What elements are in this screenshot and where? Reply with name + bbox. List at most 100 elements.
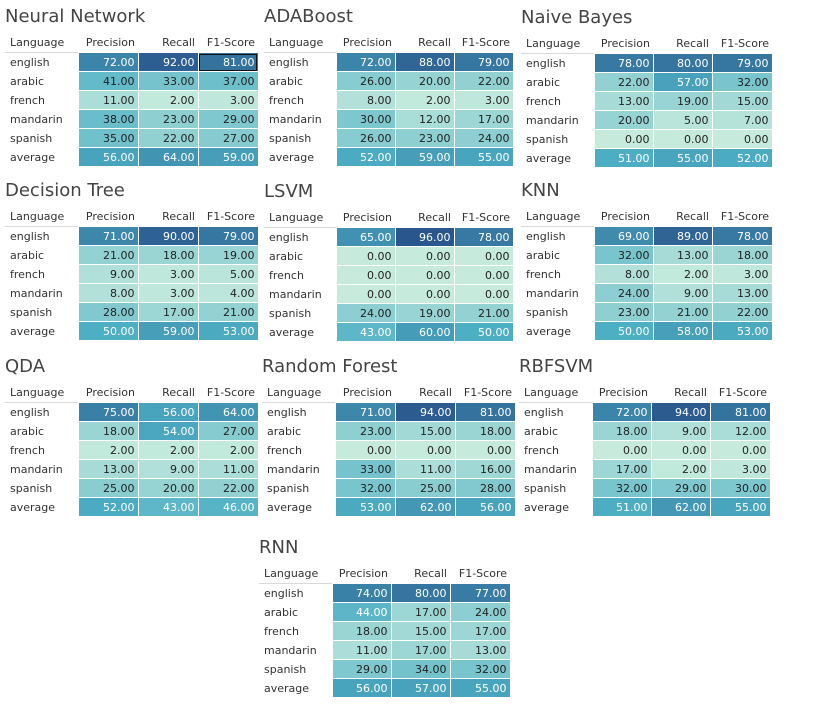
panel-random-forest: Random Forest Language Precision Recall F1-S… — [262, 356, 516, 517]
heat-cell-recall: 29.00 — [650, 478, 711, 498]
heat-cell-f1-score: 81.00 — [454, 402, 516, 422]
row-label-spanish: spanish — [5, 478, 78, 498]
heat-cell-precision: 30.00 — [335, 109, 396, 129]
heat-cell-precision: 23.00 — [593, 302, 654, 322]
heat-cell-recall: 11.00 — [394, 459, 456, 479]
table-row: spanish 23.00 21.00 22.00 — [521, 302, 773, 322]
heat-cell-recall: 5.00 — [652, 110, 713, 130]
row-label-french: french — [519, 440, 592, 460]
column-header-recall: Recall — [162, 385, 195, 399]
heat-cell-f1-score: 3.00 — [453, 90, 514, 110]
heat-cell-precision: 24.00 — [593, 283, 654, 303]
table-row: spanish 24.00 19.00 21.00 — [264, 303, 514, 323]
panel-title: RBFSVM — [519, 356, 594, 377]
heat-cell-precision: 0.00 — [334, 440, 396, 460]
heatmap-table: Language Precision Recall F1-Score english 72… — [519, 382, 771, 517]
table-row: english 74.00 80.00 77.00 — [259, 583, 511, 603]
heat-cell-recall: 9.00 — [137, 459, 199, 479]
table-row: spanish 29.00 34.00 32.00 — [259, 659, 511, 679]
row-label-english: english — [5, 402, 78, 422]
heat-cell-recall: 96.00 — [394, 227, 455, 247]
heat-cell-precision: 24.00 — [335, 303, 396, 323]
row-label-mandarin: mandarin — [521, 283, 594, 303]
heat-cell-recall: 0.00 — [394, 265, 455, 285]
heat-cell-precision: 41.00 — [77, 71, 139, 91]
table-row: arabic 44.00 17.00 24.00 — [259, 602, 511, 622]
heat-cell-precision: 13.00 — [593, 91, 654, 111]
heat-cell-recall: 18.00 — [137, 245, 199, 265]
heat-cell-recall: 19.00 — [394, 303, 455, 323]
row-label-arabic: arabic — [259, 602, 332, 622]
table-row: arabic 41.00 33.00 37.00 — [5, 71, 259, 91]
heat-cell-f1-score: 5.00 — [197, 264, 259, 284]
heat-cell-recall: 62.00 — [650, 497, 711, 517]
row-label-arabic: arabic — [519, 421, 592, 441]
heat-cell-f1-score: 21.00 — [453, 303, 514, 323]
heat-cell-f1-score: 46.00 — [197, 497, 259, 517]
column-header-f1-score: F1-Score — [461, 210, 510, 224]
table-row: french 2.00 2.00 2.00 — [5, 440, 259, 460]
heatmap-table: Language Precision Recall F1-Score english 71… — [5, 206, 259, 341]
heat-cell-precision: 22.00 — [593, 72, 654, 92]
heat-cell-precision: 50.00 — [593, 321, 654, 341]
row-label-french: french — [5, 90, 78, 110]
heat-cell-f1-score: 55.00 — [709, 497, 771, 517]
row-label-arabic: arabic — [5, 421, 78, 441]
heat-cell-recall: 13.00 — [652, 245, 713, 265]
heat-cell-recall: 3.00 — [137, 264, 199, 284]
heat-cell-recall: 92.00 — [137, 52, 199, 72]
column-header-recall: Recall — [418, 210, 451, 224]
heat-cell-recall: 56.00 — [137, 402, 199, 422]
row-label-average: average — [5, 321, 78, 341]
heat-cell-f1-score: 17.00 — [453, 109, 514, 129]
heat-cell-precision: 32.00 — [591, 478, 652, 498]
heat-cell-f1-score: 32.00 — [449, 659, 511, 679]
row-label-spanish: spanish — [259, 659, 332, 679]
heat-cell-precision: 75.00 — [77, 402, 139, 422]
heat-cell-recall: 54.00 — [137, 421, 199, 441]
table-row: mandarin 17.00 2.00 3.00 — [519, 459, 771, 479]
heat-cell-f1-score: 3.00 — [197, 90, 259, 110]
heat-cell-recall: 17.00 — [390, 602, 451, 622]
heat-cell-f1-score: 0.00 — [454, 440, 516, 460]
table-row: french 0.00 0.00 0.00 — [519, 440, 771, 460]
heatmap-table: Language Precision Recall F1-Score english 74… — [259, 563, 511, 698]
heat-cell-recall: 0.00 — [394, 284, 455, 304]
heat-cell-f1-score: 18.00 — [711, 245, 773, 265]
row-label-spanish: spanish — [264, 303, 336, 323]
row-label-average: average — [519, 497, 592, 517]
heat-cell-precision: 78.00 — [593, 53, 654, 73]
row-label-arabic: arabic — [264, 71, 336, 91]
heat-cell-f1-score: 77.00 — [449, 583, 511, 603]
column-header-recall: Recall — [418, 35, 451, 49]
table-row: mandarin 33.00 11.00 16.00 — [262, 459, 516, 479]
heatmap-table: Language Precision Recall F1-Score english 69… — [521, 206, 773, 341]
panel-decision-tree: Decision Tree Language Precision Recall F1-S… — [5, 180, 259, 341]
heat-cell-precision: 26.00 — [335, 71, 396, 91]
table-row: arabic 18.00 9.00 12.00 — [519, 421, 771, 441]
table-row: arabic 22.00 57.00 32.00 — [521, 72, 773, 92]
table-row: french 8.00 2.00 3.00 — [521, 264, 773, 284]
heat-cell-precision: 17.00 — [591, 459, 652, 479]
table-row: english 72.00 88.00 79.00 — [264, 52, 514, 72]
row-label-average: average — [264, 147, 336, 167]
panel-title: QDA — [5, 356, 46, 377]
heat-cell-precision: 28.00 — [77, 302, 139, 322]
column-header-language: Language — [269, 35, 324, 49]
table-row: arabic 32.00 13.00 18.00 — [521, 245, 773, 265]
heat-cell-precision: 51.00 — [591, 497, 652, 517]
heat-cell-precision: 11.00 — [331, 640, 392, 660]
table-row: mandarin 24.00 9.00 13.00 — [521, 283, 773, 303]
table-row: arabic 18.00 54.00 27.00 — [5, 421, 259, 441]
heat-cell-recall: 94.00 — [394, 402, 456, 422]
row-label-spanish: spanish — [264, 128, 336, 148]
heat-cell-recall: 59.00 — [137, 321, 199, 341]
heat-cell-precision: 56.00 — [77, 147, 139, 167]
heat-cell-recall: 58.00 — [652, 321, 713, 341]
heat-cell-f1-score: 16.00 — [454, 459, 516, 479]
heat-cell-precision: 32.00 — [334, 478, 396, 498]
heat-cell-recall: 2.00 — [137, 90, 199, 110]
row-label-average: average — [521, 321, 594, 341]
heat-cell-f1-score: 27.00 — [197, 128, 259, 148]
heat-cell-f1-score: 0.00 — [709, 440, 771, 460]
